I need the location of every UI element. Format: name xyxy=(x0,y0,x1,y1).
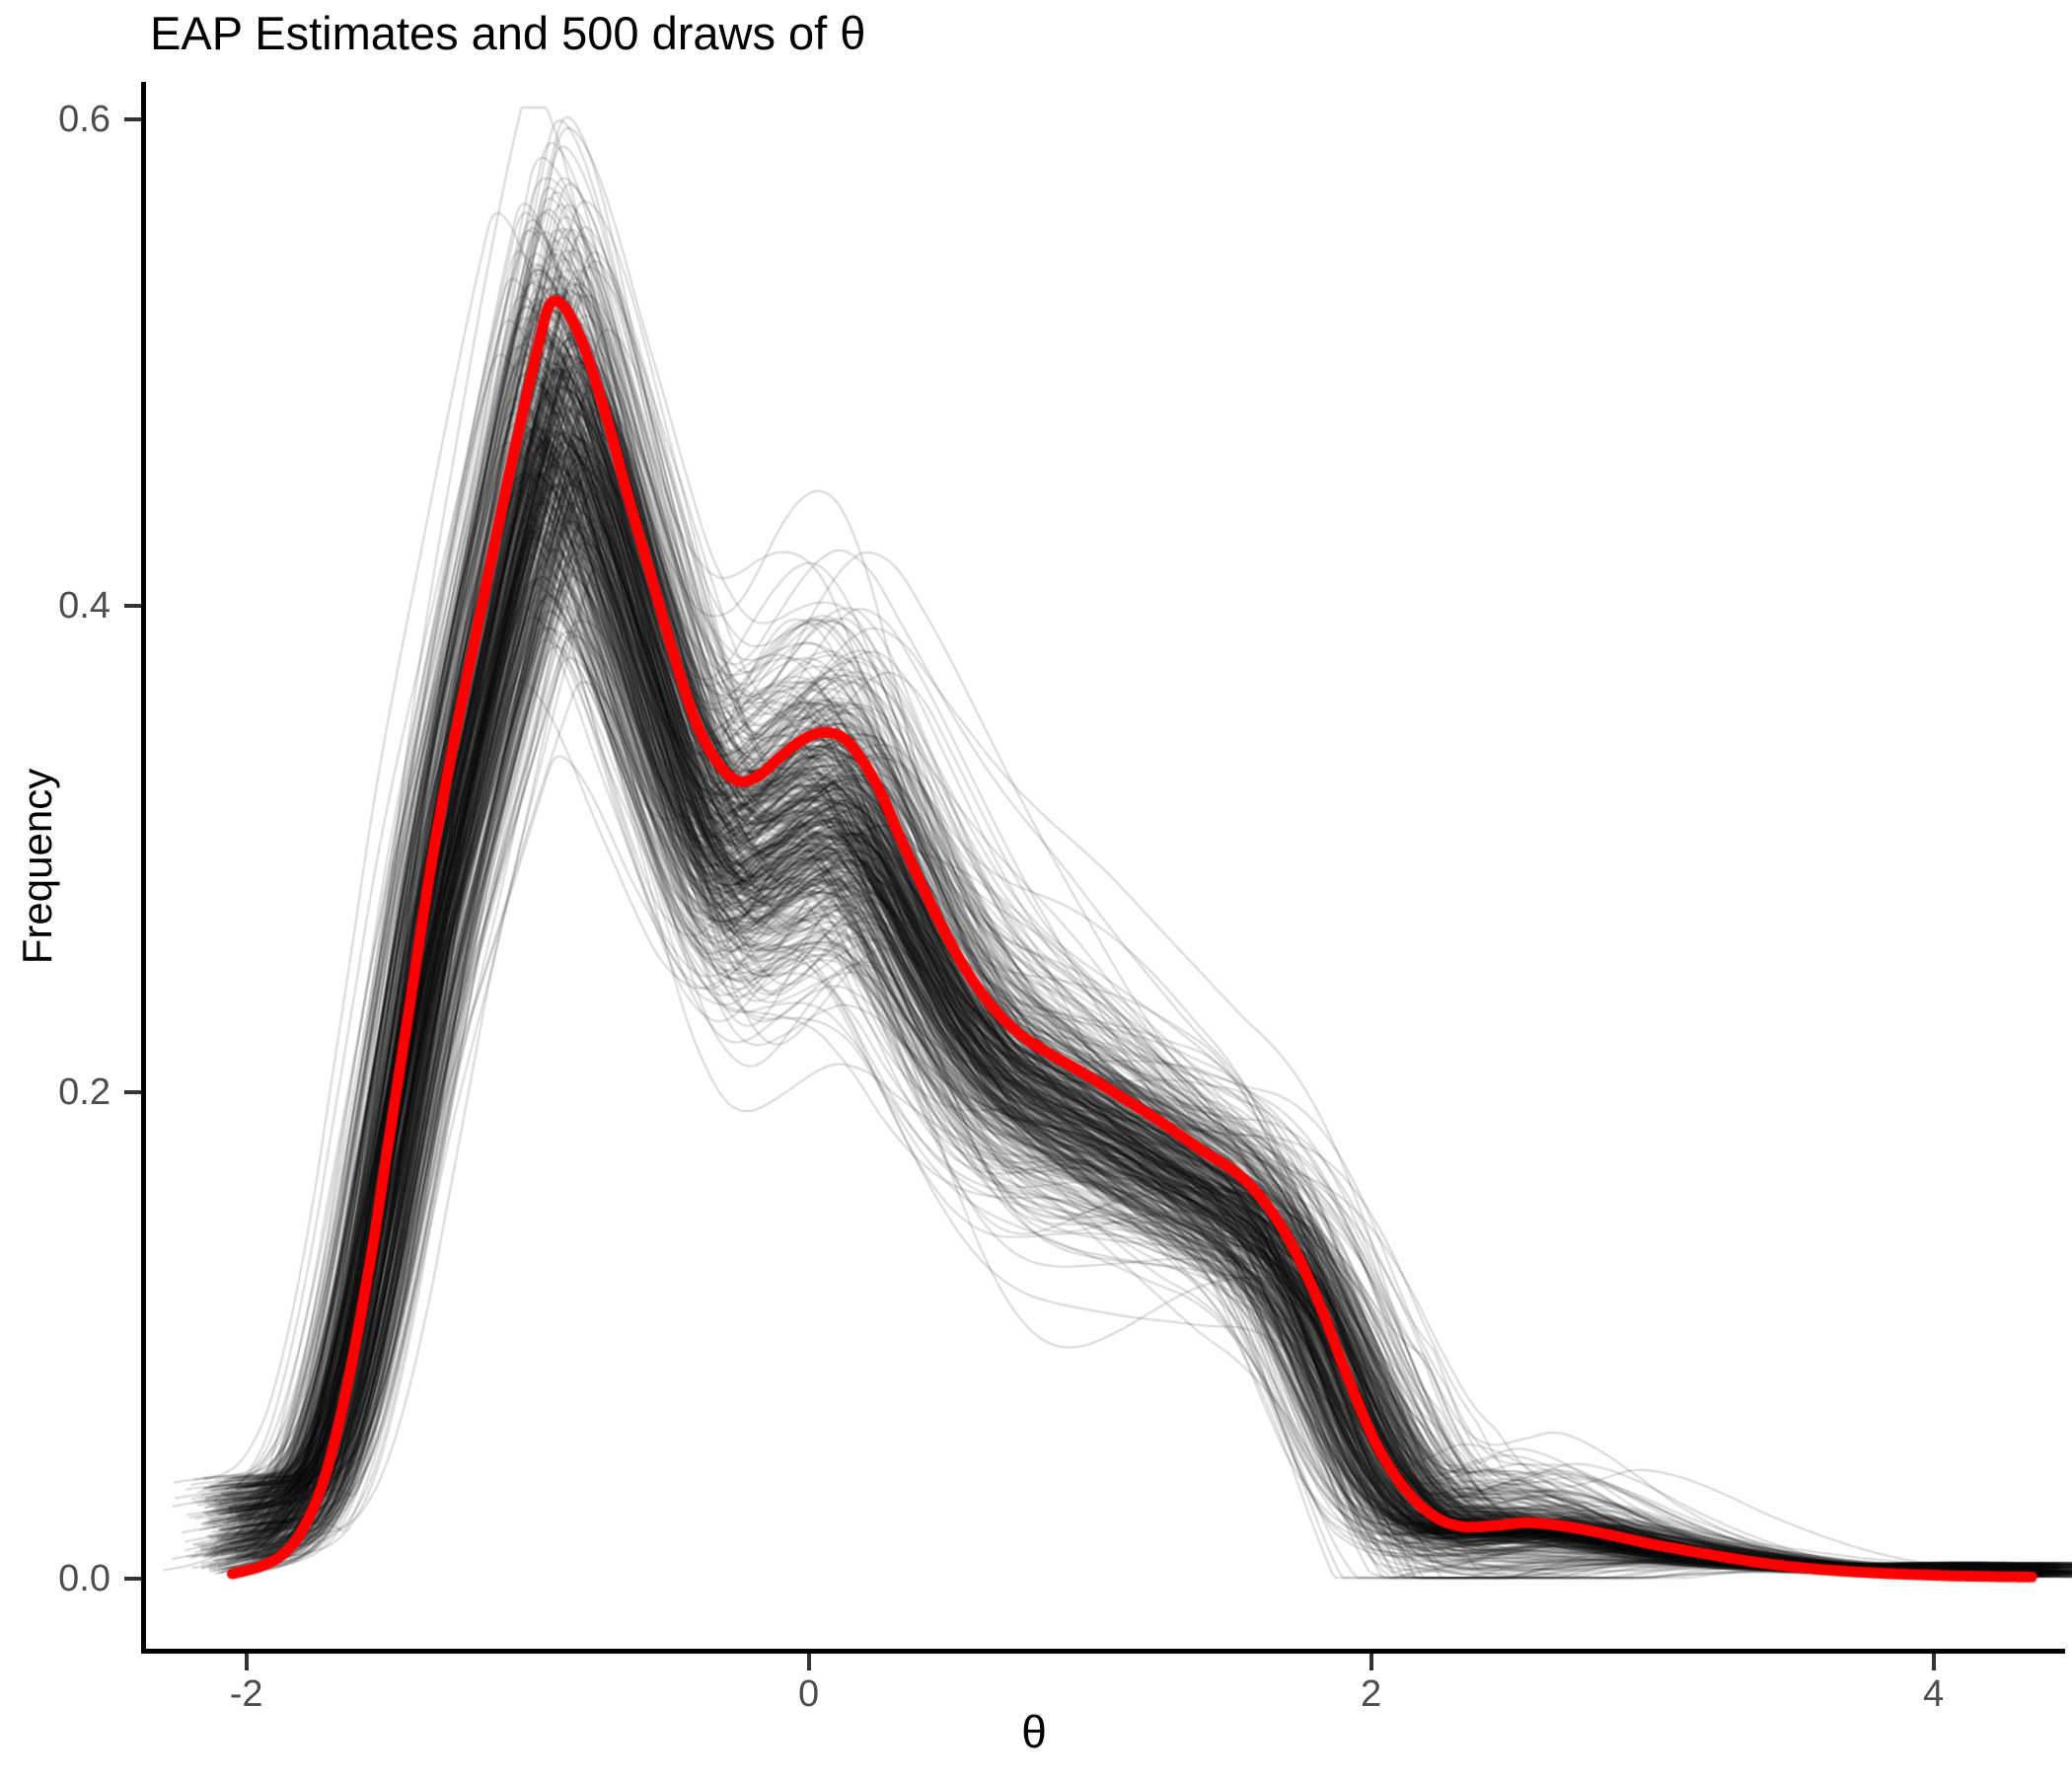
x-axis-title: θ xyxy=(1021,1706,1047,1757)
x-tick-label: 2 xyxy=(1361,1673,1382,1715)
x-tick-mark xyxy=(1931,1654,1936,1670)
x-tick-mark xyxy=(244,1654,249,1670)
y-tick-mark xyxy=(124,604,141,609)
x-tick-mark xyxy=(806,1654,811,1670)
x-tick-label: -2 xyxy=(229,1673,263,1715)
y-tick-mark xyxy=(124,1090,141,1095)
y-axis-title: Frequency xyxy=(14,768,60,965)
x-tick-label: 4 xyxy=(1923,1673,1945,1715)
x-tick-label: 0 xyxy=(798,1673,820,1715)
y-tick-label: 0.2 xyxy=(58,1072,111,1114)
page-title: EAP Estimates and 500 draws of θ xyxy=(150,7,866,59)
x-axis-line xyxy=(141,1649,2065,1654)
y-tick-mark xyxy=(124,117,141,122)
y-axis-line xyxy=(141,82,146,1654)
y-tick-label: 0.6 xyxy=(58,99,111,141)
y-tick-label: 0.0 xyxy=(58,1558,111,1600)
y-tick-mark xyxy=(124,1577,141,1582)
y-tick-label: 0.4 xyxy=(58,585,111,628)
x-tick-mark xyxy=(1369,1654,1373,1670)
